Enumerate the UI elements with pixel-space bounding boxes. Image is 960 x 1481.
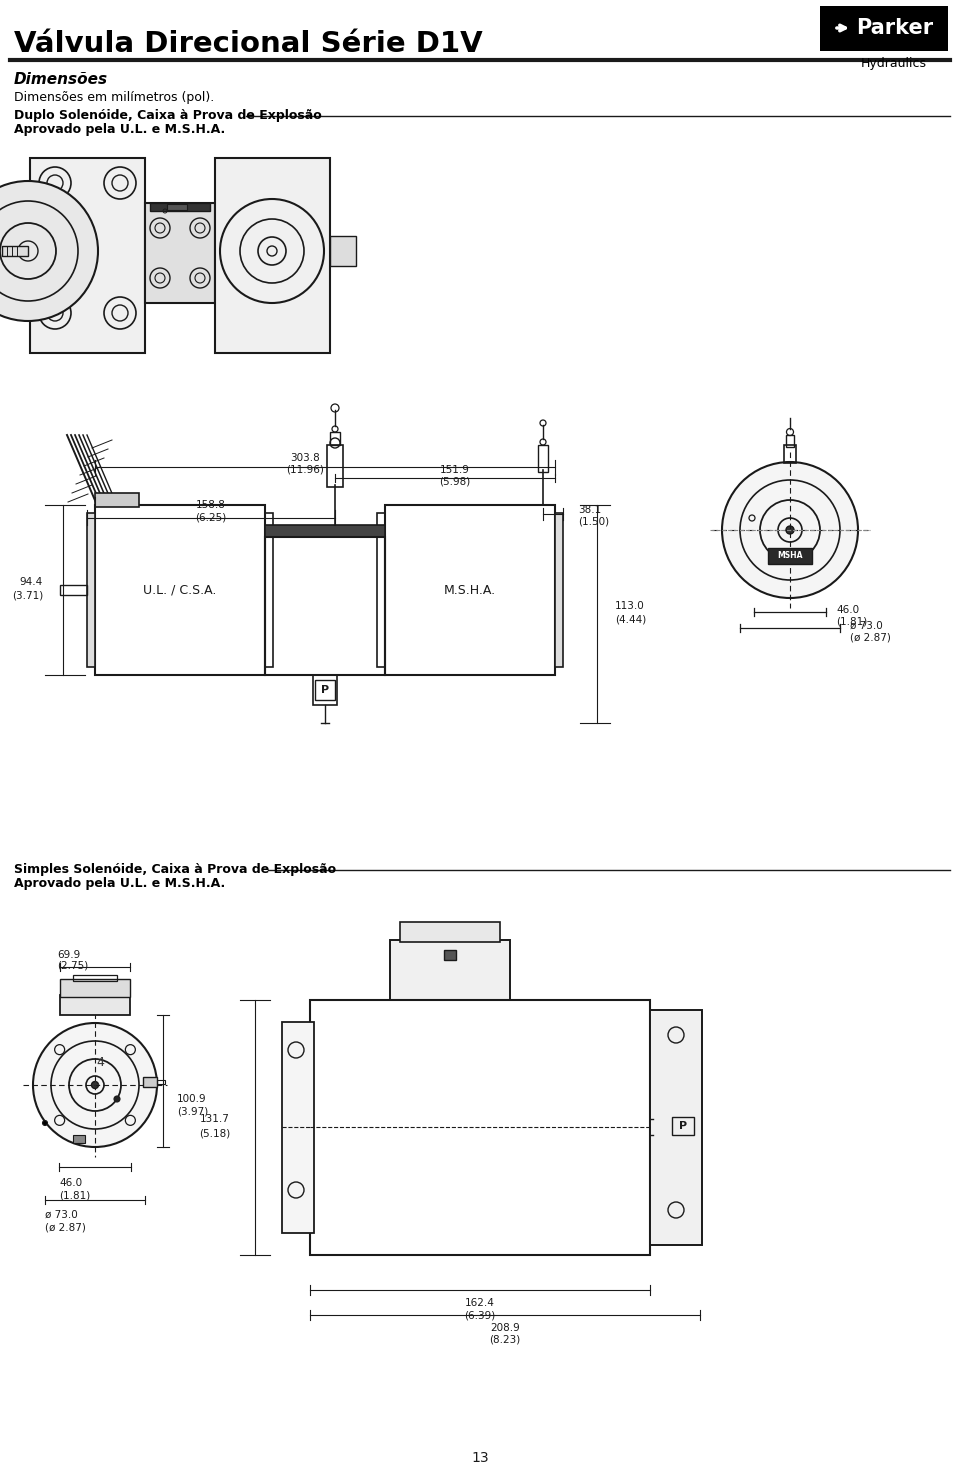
- Bar: [768, 548, 812, 564]
- Text: 303.8: 303.8: [290, 453, 320, 464]
- Text: Dimensões: Dimensões: [14, 73, 108, 87]
- Text: MSHA: MSHA: [778, 551, 803, 560]
- Bar: [215, 158, 330, 352]
- Text: 113.0: 113.0: [615, 601, 645, 612]
- Bar: [60, 979, 130, 997]
- Text: (1.81): (1.81): [59, 1191, 90, 1200]
- Bar: [265, 538, 385, 675]
- Text: P: P: [679, 1121, 687, 1131]
- Circle shape: [91, 1081, 99, 1089]
- Bar: [2, 246, 28, 256]
- Text: (2.75): (2.75): [57, 960, 88, 970]
- Bar: [73, 974, 117, 980]
- Text: (ø 2.87): (ø 2.87): [45, 1222, 85, 1232]
- Text: ø 73.0: ø 73.0: [45, 1210, 78, 1220]
- Bar: [538, 444, 548, 472]
- Bar: [400, 923, 500, 942]
- Text: (3.71): (3.71): [12, 591, 43, 601]
- Bar: [157, 1080, 165, 1084]
- Text: (11.96): (11.96): [286, 465, 324, 475]
- Text: 46.0: 46.0: [836, 606, 859, 615]
- Circle shape: [114, 1096, 120, 1102]
- Bar: [555, 512, 563, 666]
- Bar: [73, 1134, 85, 1143]
- Text: 13: 13: [471, 1451, 489, 1465]
- Text: Aprovado pela U.L. e M.S.H.A.: Aprovado pela U.L. e M.S.H.A.: [14, 123, 226, 135]
- Text: +: +: [90, 1080, 100, 1090]
- Circle shape: [786, 526, 794, 535]
- Text: 131.7: 131.7: [200, 1114, 230, 1124]
- Circle shape: [722, 462, 858, 598]
- Bar: [330, 235, 356, 267]
- Bar: [385, 505, 555, 675]
- Bar: [672, 1117, 694, 1134]
- Text: (1.81): (1.81): [836, 618, 867, 626]
- Text: (5.98): (5.98): [440, 477, 470, 487]
- Bar: [265, 512, 273, 666]
- Text: Parker: Parker: [856, 18, 933, 39]
- Text: Aprovado pela U.L. e M.S.H.A.: Aprovado pela U.L. e M.S.H.A.: [14, 878, 226, 890]
- Bar: [313, 675, 337, 705]
- Text: (3.97): (3.97): [177, 1106, 208, 1117]
- Bar: [786, 435, 794, 447]
- Bar: [315, 680, 335, 701]
- Bar: [265, 524, 385, 538]
- Text: (6.39): (6.39): [465, 1311, 495, 1320]
- Bar: [60, 585, 87, 595]
- Text: (4.44): (4.44): [615, 615, 646, 625]
- Bar: [282, 1022, 314, 1234]
- Bar: [145, 203, 215, 304]
- Text: Dimensões em milímetros (pol).: Dimensões em milímetros (pol).: [14, 90, 214, 104]
- Text: 100.9: 100.9: [177, 1094, 206, 1103]
- Text: (6.25): (6.25): [196, 512, 227, 521]
- Text: Hydraulics: Hydraulics: [861, 56, 927, 70]
- Text: P: P: [321, 686, 329, 695]
- Bar: [95, 505, 265, 675]
- Bar: [784, 444, 796, 464]
- Text: 38.1: 38.1: [578, 505, 601, 515]
- Text: 4: 4: [96, 1056, 104, 1069]
- Text: Duplo Solenóide, Caixa à Prova de Explosão: Duplo Solenóide, Caixa à Prova de Explos…: [14, 110, 322, 123]
- Bar: [330, 432, 340, 444]
- Bar: [327, 444, 343, 487]
- Text: (8.23): (8.23): [490, 1334, 520, 1345]
- Text: 162.4: 162.4: [465, 1297, 495, 1308]
- Text: U.L. / C.S.A.: U.L. / C.S.A.: [143, 584, 217, 597]
- Bar: [310, 1000, 650, 1254]
- Bar: [390, 940, 510, 1000]
- Bar: [377, 512, 385, 666]
- Text: 46.0: 46.0: [59, 1177, 83, 1188]
- Text: ø 73.0: ø 73.0: [850, 621, 883, 631]
- Text: Simples Solenóide, Caixa à Prova de Explosão: Simples Solenóide, Caixa à Prova de Expl…: [14, 863, 336, 877]
- Text: 208.9: 208.9: [491, 1323, 520, 1333]
- Text: (ø 2.87): (ø 2.87): [850, 632, 891, 643]
- Bar: [150, 203, 210, 210]
- Bar: [143, 1077, 157, 1087]
- Text: (5.18): (5.18): [199, 1129, 230, 1137]
- Text: 158.8: 158.8: [196, 501, 226, 509]
- Bar: [444, 949, 456, 960]
- Bar: [820, 6, 948, 50]
- Bar: [95, 493, 139, 507]
- Text: 151.9: 151.9: [440, 465, 470, 475]
- Text: 69.9: 69.9: [57, 949, 81, 960]
- Circle shape: [42, 1121, 47, 1126]
- Bar: [60, 995, 130, 1014]
- Bar: [87, 512, 95, 666]
- Text: Válvula Direcional Série D1V: Válvula Direcional Série D1V: [14, 30, 483, 58]
- Bar: [167, 204, 187, 210]
- Circle shape: [33, 1023, 157, 1146]
- Text: M.S.H.A.: M.S.H.A.: [444, 584, 496, 597]
- Text: (1.50): (1.50): [578, 517, 610, 527]
- Bar: [30, 158, 145, 352]
- Circle shape: [0, 181, 98, 321]
- Bar: [650, 1010, 702, 1246]
- Text: 94.4: 94.4: [20, 578, 43, 586]
